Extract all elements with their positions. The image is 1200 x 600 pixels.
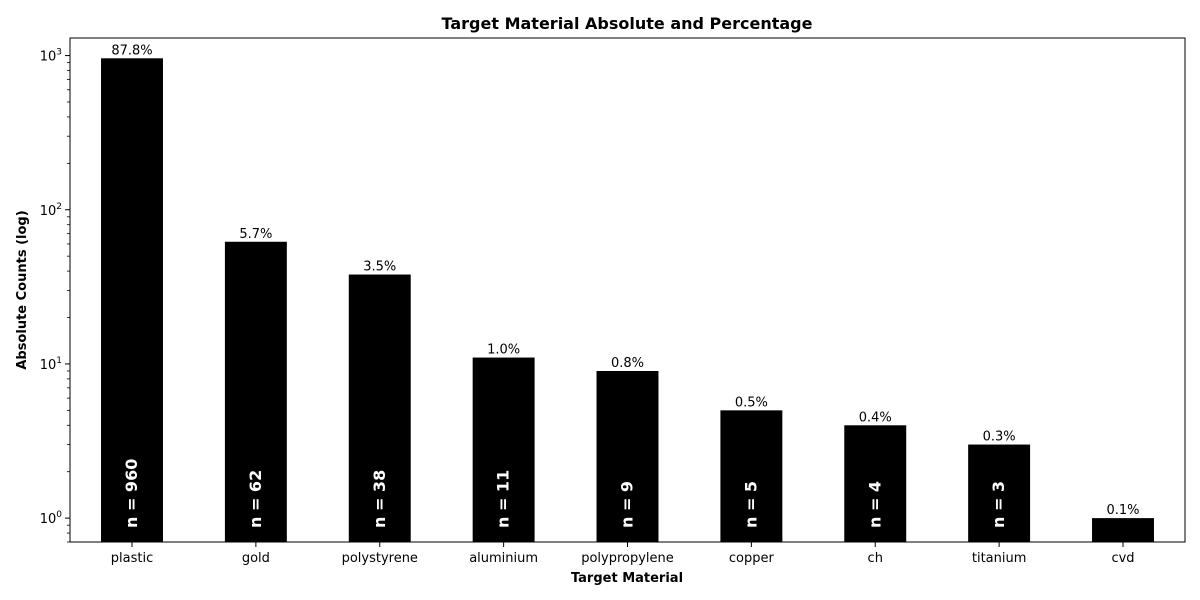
y-axis-label: Absolute Counts (log)	[15, 210, 30, 369]
bar-ch	[844, 425, 907, 542]
bars-group: 87.8% n = 960 5.7% n = 62 3.5% n = 38 1.0% n = …	[101, 43, 1154, 543]
x-tick-label-titanium: titanium	[972, 551, 1027, 566]
x-tick-label-aluminium: aluminium	[469, 551, 538, 566]
count-label-gold: n = 62	[246, 470, 265, 528]
bar-copper	[720, 410, 783, 542]
y-ticks-group: 100 101 102 103	[40, 48, 70, 543]
bar-gold	[224, 241, 287, 542]
bar-polystyrene	[348, 274, 411, 542]
percent-label-polystyrene: 3.5%	[363, 260, 396, 275]
y-tick-label: 102	[40, 202, 62, 219]
count-label-ch: n = 4	[865, 481, 884, 528]
x-ticks-group: plastic gold polystyrene aluminium polypropy…	[111, 542, 1135, 566]
percent-label-ch: 0.4%	[859, 410, 892, 425]
x-tick-label-ch: ch	[868, 551, 883, 566]
x-tick-label-copper: copper	[729, 551, 775, 566]
percent-label-polypropylene: 0.8%	[611, 356, 644, 371]
y-tick-label: 103	[40, 48, 62, 65]
x-tick-label-polypropylene: polypropylene	[581, 551, 674, 566]
count-label-plastic: n = 960	[122, 459, 141, 528]
bar-plastic	[101, 58, 163, 543]
y-tick-label: 100	[40, 510, 63, 527]
percent-label-copper: 0.5%	[735, 395, 768, 410]
x-tick-label-cvd: cvd	[1111, 551, 1134, 566]
percent-label-cvd: 0.1%	[1106, 503, 1139, 518]
x-tick-label-polystyrene: polystyrene	[342, 551, 418, 566]
percent-label-plastic: 87.8%	[111, 43, 152, 58]
percent-label-aluminium: 1.0%	[487, 343, 520, 358]
percent-label-gold: 5.7%	[239, 227, 272, 242]
bar-cvd	[1092, 518, 1154, 542]
y-tick-label: 101	[40, 356, 62, 373]
bar-polypropylene	[596, 370, 659, 542]
chart-title: Target Material Absolute and Percentage	[442, 14, 813, 33]
count-label-polypropylene: n = 9	[618, 481, 637, 528]
bar-titanium	[968, 444, 1031, 542]
bar-aluminium	[472, 357, 535, 542]
x-axis-label: Target Material	[571, 571, 683, 586]
x-tick-label-gold: gold	[242, 551, 270, 566]
count-label-aluminium: n = 11	[494, 470, 513, 528]
x-tick-label-plastic: plastic	[111, 551, 153, 566]
count-label-polystyrene: n = 38	[370, 470, 389, 528]
count-label-copper: n = 5	[741, 481, 760, 528]
count-label-titanium: n = 3	[989, 481, 1008, 528]
percent-label-titanium: 0.3%	[983, 430, 1016, 445]
